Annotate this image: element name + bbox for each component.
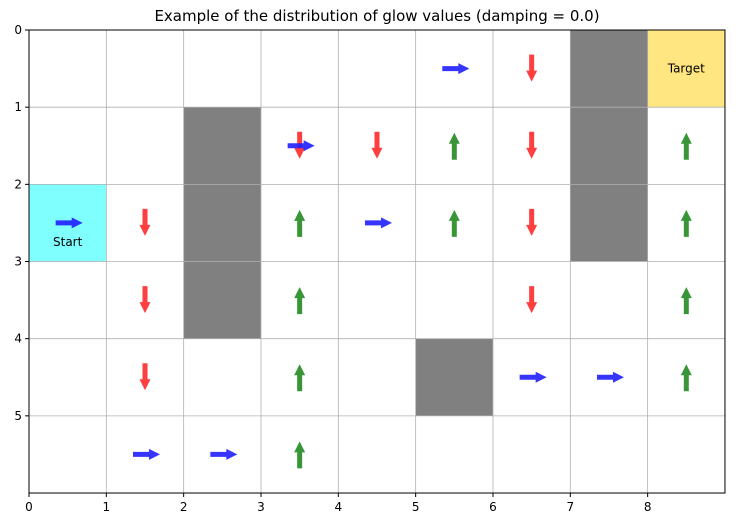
arrow-down bbox=[526, 208, 538, 236]
cell-labels: Start Target bbox=[53, 62, 705, 250]
arrow-down bbox=[139, 286, 151, 314]
x-tick-label: 6 bbox=[489, 500, 497, 514]
arrow-up bbox=[294, 364, 306, 392]
arrow-right bbox=[210, 448, 238, 460]
x-tick-label: 0 bbox=[25, 500, 33, 514]
arrow-down bbox=[139, 363, 151, 391]
arrow-right bbox=[287, 140, 315, 152]
obstacle-cell bbox=[183, 107, 261, 185]
arrow-down bbox=[526, 54, 538, 82]
arrow-up bbox=[448, 132, 460, 160]
arrow-up bbox=[680, 364, 692, 392]
target-cell bbox=[647, 30, 725, 108]
x-tick-label: 3 bbox=[257, 500, 265, 514]
arrow-up bbox=[680, 209, 692, 237]
arrow-right bbox=[364, 217, 392, 229]
target-label: Target bbox=[667, 62, 705, 76]
x-tick-label: 4 bbox=[334, 500, 342, 514]
x-tick-label: 8 bbox=[644, 500, 652, 514]
arrow-down bbox=[371, 131, 383, 159]
y-tick-label: 2 bbox=[14, 177, 22, 191]
arrow-up bbox=[294, 287, 306, 315]
arrow-up bbox=[294, 209, 306, 237]
obstacle-cell bbox=[570, 107, 648, 185]
x-tick-label: 1 bbox=[103, 500, 111, 514]
arrow-right bbox=[596, 371, 624, 383]
y-tick-label: 1 bbox=[14, 100, 22, 114]
arrow-up bbox=[680, 132, 692, 160]
start-label: Start bbox=[53, 235, 83, 249]
obstacle-cell bbox=[570, 30, 648, 108]
arrow-down bbox=[526, 286, 538, 314]
y-tick-label: 3 bbox=[14, 255, 22, 269]
y-tick-label: 4 bbox=[14, 332, 22, 346]
arrow-up bbox=[294, 441, 306, 469]
arrow-right bbox=[519, 371, 547, 383]
arrow-right bbox=[132, 448, 160, 460]
x-tick-label: 2 bbox=[180, 500, 188, 514]
arrow-right bbox=[442, 63, 470, 75]
x-tick-label: 5 bbox=[412, 500, 420, 514]
obstacle-cell bbox=[415, 338, 493, 416]
obstacle-cell bbox=[183, 261, 261, 339]
arrow-down bbox=[139, 208, 151, 236]
y-tick-label: 5 bbox=[14, 409, 22, 423]
arrow-right bbox=[55, 217, 83, 229]
arrow-up bbox=[448, 209, 460, 237]
axes: 0 1 2 3 4 5 6 7 8 0 1 2 3 4 5 bbox=[14, 23, 726, 514]
obstacle-cell bbox=[570, 184, 648, 262]
arrows bbox=[55, 54, 692, 469]
x-tick-label: 7 bbox=[566, 500, 574, 514]
obstacle-cell bbox=[183, 184, 261, 262]
arrow-down bbox=[526, 131, 538, 159]
chart-title: Example of the distribution of glow valu… bbox=[154, 7, 599, 25]
arrow-up bbox=[680, 287, 692, 315]
y-tick-label: 0 bbox=[14, 23, 22, 37]
